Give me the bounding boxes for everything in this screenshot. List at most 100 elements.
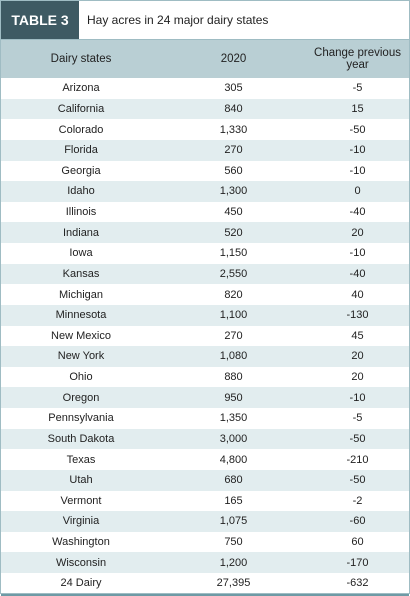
table-cell: -50 — [349, 432, 366, 445]
table-cell: 880 — [224, 371, 243, 384]
table-cell: Kansas — [62, 267, 100, 280]
table-row: Indiana 520 20 — [1, 222, 409, 243]
table-cell: Colorado — [58, 123, 104, 136]
table: Dairy states 2020 Change previous year Ariz… — [1, 40, 409, 596]
table-row: Minnesota 1,100 -130 — [1, 304, 409, 326]
table-cell: Michigan — [58, 288, 104, 301]
table-cell: -10 — [349, 144, 366, 157]
table-cell: -40 — [349, 267, 366, 280]
table-cell: Iowa — [69, 247, 93, 260]
table-row: Washington 750 60 — [1, 532, 409, 553]
table-cell: 4,800 — [219, 453, 248, 466]
table-row: Illinois 450 -40 — [1, 202, 409, 223]
table-row: Wisconsin 1,200 -170 — [1, 552, 409, 573]
table-row: Oregon 950 -10 — [1, 387, 409, 408]
table-cell: 1,080 — [219, 350, 248, 363]
table-cell: 40 — [351, 288, 364, 301]
table-cell: -50 — [349, 474, 366, 487]
table-row: Ohio 880 20 — [1, 367, 409, 388]
table-cell: 305 — [224, 82, 243, 95]
table-row: Iowa 1,150 -10 — [1, 243, 409, 264]
table-cell: 1,350 — [219, 412, 248, 425]
table-row: South Dakota 3,000 -50 — [1, 428, 409, 450]
header-text: Change previous year — [314, 47, 401, 71]
table-cell: California — [57, 102, 105, 115]
table-cell: -5 — [352, 412, 363, 425]
table-cell: -50 — [349, 123, 366, 136]
table-row: 24 Dairy 27,395 -632 — [1, 573, 409, 594]
table-cell: 750 — [224, 536, 243, 549]
table-row: Michigan 820 40 — [1, 284, 409, 305]
table-cell: -130 — [346, 309, 369, 322]
table-cell: -40 — [349, 206, 366, 219]
table-cell: 1,150 — [219, 247, 248, 260]
table-cell: Pennsylvania — [48, 412, 114, 425]
table-cell: Arizona — [62, 82, 100, 95]
table-cell: 840 — [224, 102, 243, 115]
table-cell: -210 — [346, 453, 369, 466]
table-cell: 27,395 — [216, 577, 251, 590]
table-row: Virginia 1,075 -60 — [1, 511, 409, 532]
table-cell: 1,300 — [219, 185, 248, 198]
table-cell: Utah — [69, 474, 93, 487]
table-cell: 20 — [351, 226, 364, 239]
table-cell: 165 — [224, 494, 243, 507]
table-cell: -10 — [349, 391, 366, 404]
table-cell: -10 — [349, 164, 366, 177]
table-cell: 60 — [351, 536, 364, 549]
table-row: Colorado 1,330 -50 — [1, 119, 409, 140]
table-cell: Idaho — [67, 185, 95, 198]
table-cell: Indiana — [62, 226, 100, 239]
table-cell: -170 — [346, 556, 369, 569]
table-cell: Georgia — [61, 164, 101, 177]
table-row: Kansas 2,550 -40 — [1, 263, 409, 285]
table-cell: Wisconsin — [55, 556, 107, 569]
table-cell: 15 — [351, 102, 364, 115]
table-cell: 820 — [224, 288, 243, 301]
table-cell: 20 — [351, 350, 364, 363]
title-bar: TABLE 3 Hay acres in 24 major dairy stat… — [1, 1, 409, 40]
table-cell: 270 — [224, 144, 243, 157]
header-text: Dairy states — [50, 53, 112, 65]
table-cell: Washington — [52, 536, 110, 549]
table-row: Pennsylvania 1,350 -5 — [1, 408, 409, 429]
table-cell: 0 — [354, 185, 361, 198]
table-row: Vermont 165 -2 — [1, 491, 409, 512]
table-cell: 1,200 — [219, 556, 248, 569]
header-text: 2020 — [220, 53, 247, 65]
table-cell: -2 — [352, 494, 363, 507]
table-title: Hay acres in 24 major dairy states — [87, 13, 269, 27]
table-cell: 1,100 — [219, 309, 248, 322]
table-cell: Minnesota — [55, 309, 107, 322]
table-cell: 270 — [224, 329, 243, 342]
table-cell: South Dakota — [47, 432, 115, 445]
table-cell: 1,075 — [219, 515, 248, 528]
table-row: Arizona 305 -5 — [1, 78, 409, 99]
header-cell: Dairy states — [1, 53, 161, 65]
table-cell: -10 — [349, 247, 366, 260]
table-cell: Oregon — [62, 391, 100, 404]
table-row: Utah 680 -50 — [1, 469, 409, 491]
table-cell: Virginia — [62, 515, 100, 528]
table-cell: -60 — [349, 515, 366, 528]
table-row: New Mexico 270 45 — [1, 326, 409, 347]
table-cell: Texas — [66, 453, 96, 466]
table-cell: 560 — [224, 164, 243, 177]
table-cell: 1,330 — [219, 123, 248, 136]
header-cell: 2020 — [161, 53, 306, 65]
table-cell: Ohio — [69, 371, 93, 384]
table-cell: -632 — [346, 577, 369, 590]
table-row: Georgia 560 -10 — [1, 161, 409, 182]
table-cell: 3,000 — [219, 432, 248, 445]
table-cell: 2,550 — [219, 267, 248, 280]
table-row: California 840 15 — [1, 98, 409, 120]
table-row: New York 1,080 20 — [1, 346, 409, 367]
table-cell: 520 — [224, 226, 243, 239]
header-cell: Change previous year — [306, 47, 409, 71]
table-cell: Vermont — [60, 494, 102, 507]
table-cell: New York — [57, 350, 105, 363]
table-cell: New Mexico — [51, 329, 111, 342]
table-row: Idaho 1,300 0 — [1, 181, 409, 202]
table-cell: 20 — [351, 371, 364, 384]
